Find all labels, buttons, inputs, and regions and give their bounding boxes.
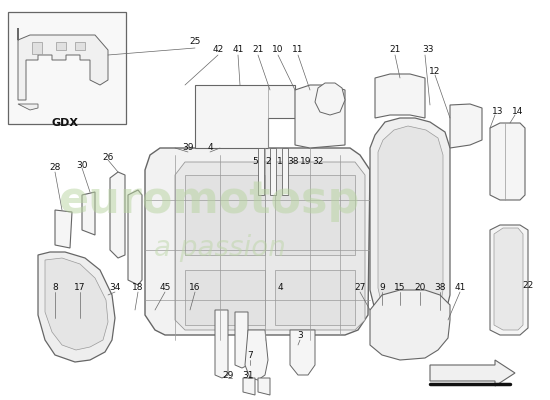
Bar <box>56 42 66 50</box>
Polygon shape <box>245 330 268 380</box>
Text: 38: 38 <box>434 284 446 292</box>
Text: 20: 20 <box>414 284 426 292</box>
Polygon shape <box>45 258 108 350</box>
Text: 14: 14 <box>512 108 524 116</box>
Text: 5: 5 <box>252 158 258 166</box>
Bar <box>185 175 265 255</box>
Polygon shape <box>18 104 38 110</box>
Polygon shape <box>494 228 523 330</box>
Text: 45: 45 <box>160 284 170 292</box>
Polygon shape <box>38 252 115 362</box>
Text: 2: 2 <box>265 158 271 166</box>
Polygon shape <box>82 192 95 235</box>
Text: 41: 41 <box>232 46 244 54</box>
Polygon shape <box>175 162 365 330</box>
Text: 31: 31 <box>242 370 254 380</box>
Text: 21: 21 <box>252 46 263 54</box>
Bar <box>8 12 126 124</box>
Text: 1: 1 <box>277 158 283 166</box>
Polygon shape <box>378 126 443 322</box>
Polygon shape <box>18 28 108 100</box>
Text: 38: 38 <box>287 158 299 166</box>
Polygon shape <box>235 312 248 368</box>
Text: 11: 11 <box>292 46 304 54</box>
Text: 3: 3 <box>297 330 303 340</box>
Text: 8: 8 <box>52 284 58 292</box>
Text: 41: 41 <box>454 284 466 292</box>
Polygon shape <box>282 148 288 195</box>
Polygon shape <box>295 85 345 148</box>
Text: 21: 21 <box>389 46 401 54</box>
Text: 15: 15 <box>394 284 406 292</box>
Polygon shape <box>430 360 515 386</box>
Text: 28: 28 <box>50 164 60 172</box>
Polygon shape <box>490 225 528 335</box>
Text: 7: 7 <box>247 350 253 360</box>
Text: 16: 16 <box>189 284 201 292</box>
Polygon shape <box>110 172 125 258</box>
Text: 30: 30 <box>76 160 88 170</box>
Polygon shape <box>315 83 345 115</box>
Text: a passion: a passion <box>154 234 286 262</box>
Polygon shape <box>450 104 482 148</box>
Polygon shape <box>370 290 450 360</box>
Text: 39: 39 <box>182 144 194 152</box>
Polygon shape <box>370 118 450 330</box>
Bar <box>75 42 85 50</box>
Text: 25: 25 <box>189 38 201 46</box>
Text: 13: 13 <box>492 108 504 116</box>
Bar <box>275 175 355 255</box>
Polygon shape <box>270 148 276 195</box>
Text: 33: 33 <box>422 46 434 54</box>
Polygon shape <box>55 210 72 248</box>
Text: 32: 32 <box>312 158 324 166</box>
Polygon shape <box>243 378 255 395</box>
Text: 19: 19 <box>300 158 312 166</box>
Text: 34: 34 <box>109 284 120 292</box>
Polygon shape <box>258 378 270 395</box>
Text: 10: 10 <box>272 46 284 54</box>
Text: 12: 12 <box>430 68 441 76</box>
Text: 4: 4 <box>277 284 283 292</box>
Polygon shape <box>375 74 425 118</box>
Bar <box>275 270 355 325</box>
Text: 18: 18 <box>132 284 144 292</box>
Polygon shape <box>290 330 315 375</box>
Text: 4: 4 <box>207 144 213 152</box>
Bar <box>185 270 265 325</box>
Bar <box>32 42 42 54</box>
Text: euromotosp: euromotosp <box>58 178 360 222</box>
Text: GDX: GDX <box>52 118 79 128</box>
Text: 22: 22 <box>522 280 534 290</box>
Polygon shape <box>195 85 295 148</box>
Text: 29: 29 <box>222 370 234 380</box>
Text: 27: 27 <box>354 284 366 292</box>
Text: 17: 17 <box>74 284 86 292</box>
Text: 26: 26 <box>102 152 114 162</box>
Polygon shape <box>128 190 142 285</box>
Polygon shape <box>215 310 228 378</box>
Polygon shape <box>490 123 525 200</box>
Polygon shape <box>145 148 370 335</box>
Text: 42: 42 <box>212 46 224 54</box>
Polygon shape <box>258 148 264 195</box>
Text: 9: 9 <box>379 284 385 292</box>
